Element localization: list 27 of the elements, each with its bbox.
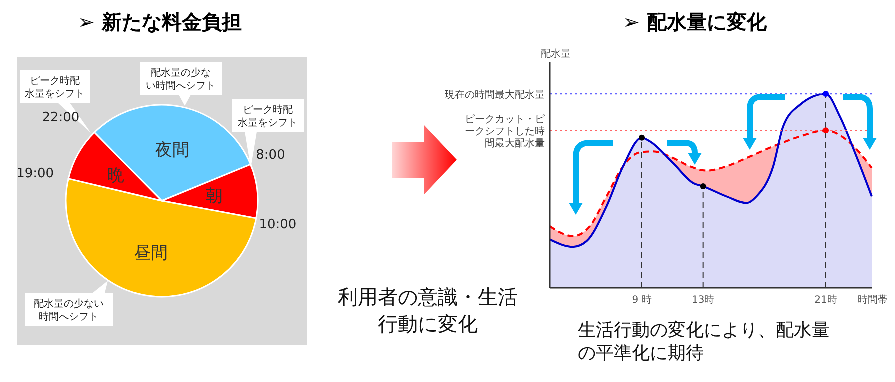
x-tick-label: 21時 [814, 294, 838, 306]
text: ピーク時配水量をシフト [25, 75, 85, 100]
text: 19:00 [16, 166, 54, 182]
text: 22:00 [42, 110, 80, 126]
point [823, 128, 829, 134]
text: 10:00 [259, 218, 297, 233]
ref-line-label: 現在の時間最大配水量 [445, 89, 545, 101]
ref-line-label: ピークカット・ピークシフトした時間最大配水量 [465, 114, 545, 150]
chart-title: ➢ 新たな料金負担 [78, 10, 242, 34]
point [639, 134, 645, 141]
x-axis-title: 時間帯 [858, 294, 888, 306]
point [700, 184, 706, 190]
slice-label: 夜間 [156, 140, 190, 160]
x-tick-label: 9 時 [632, 294, 652, 306]
chart-title: ➢ 配水量に変化 [623, 10, 768, 34]
text: 利用者の意識・生活行動に変化 [338, 285, 518, 336]
point [823, 91, 829, 97]
slice-label: 昼間 [134, 244, 168, 264]
x-tick-label: 13時 [692, 294, 715, 306]
text: 配水量の少ない時間へシフト [34, 298, 104, 323]
slice-label: 朝 [206, 186, 224, 207]
text: ピーク時配水量をシフト [238, 104, 298, 129]
slice-label: 晩 [107, 166, 124, 186]
text: 配水量の少ない時間へシフト [146, 67, 216, 92]
text: 8:00 [256, 148, 286, 163]
y-axis-title: 配水量 [541, 48, 571, 60]
text: 生活行動の変化により、配水量の平準化に期待 [578, 320, 830, 364]
